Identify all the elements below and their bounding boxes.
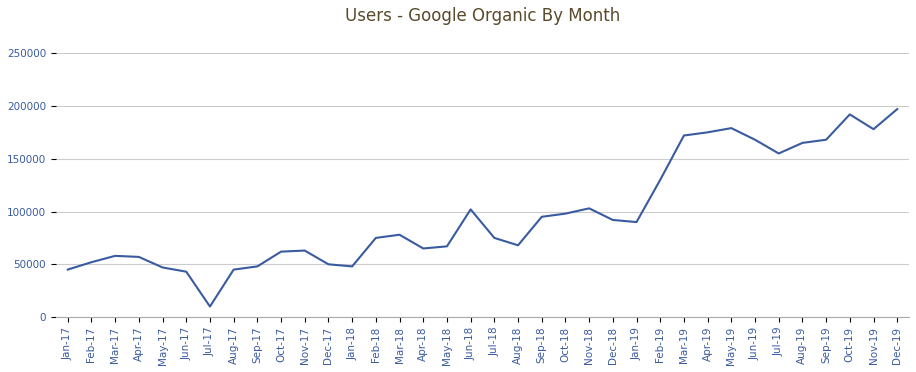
Title: Users - Google Organic By Month: Users - Google Organic By Month xyxy=(344,7,620,25)
